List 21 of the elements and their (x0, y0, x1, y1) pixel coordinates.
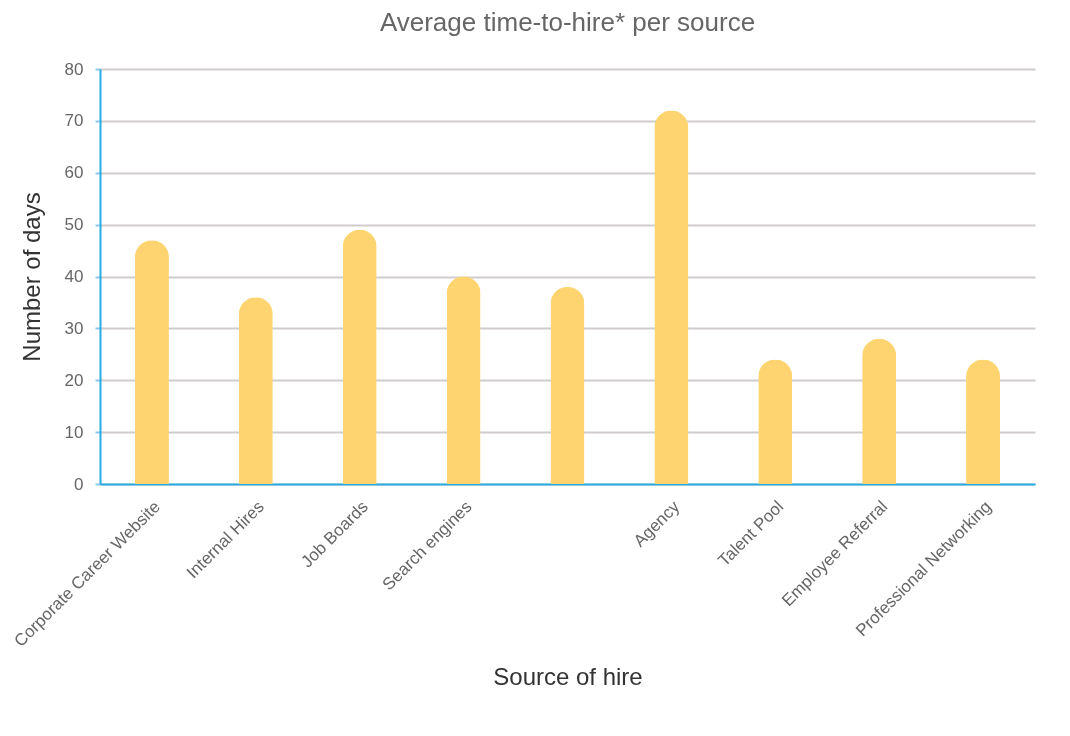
y-tick-label: 20 (64, 370, 84, 390)
x-axis-title: Source of hire (493, 662, 643, 690)
bar (446, 276, 481, 484)
bar (758, 359, 793, 484)
chart-title: Average time-to-hire* per source (379, 7, 756, 37)
y-tick-label: 10 (64, 422, 84, 442)
bar (654, 110, 689, 484)
bar (966, 359, 1001, 484)
y-tick-label: 0 (74, 474, 84, 494)
bar (862, 338, 897, 484)
y-tick-label: 80 (64, 59, 84, 79)
y-tick-label: 70 (64, 111, 84, 131)
bar (134, 240, 169, 484)
bar (342, 229, 377, 484)
bar (550, 286, 585, 484)
y-tick-label: 60 (64, 163, 84, 183)
y-tick-label: 30 (64, 318, 84, 338)
bar (238, 297, 273, 484)
y-axis-title: Number of days (17, 192, 45, 362)
y-tick-label: 50 (64, 215, 84, 235)
y-tick-label: 40 (64, 267, 84, 286)
